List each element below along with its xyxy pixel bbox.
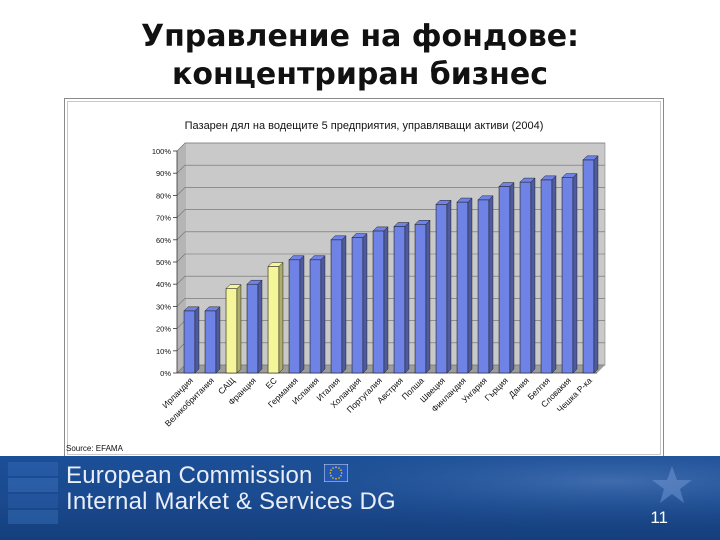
bar-top-13	[435, 200, 452, 205]
bar-side-10	[383, 226, 389, 374]
footer-decoration	[0, 456, 720, 540]
y-tick-label: 0%	[160, 369, 171, 378]
y-tick-label: 60%	[156, 236, 171, 245]
bar-top-5	[267, 262, 284, 267]
bar-side-17	[530, 177, 536, 374]
star-icon	[652, 466, 692, 503]
y-tick-label: 80%	[156, 191, 171, 200]
bar-side-20	[593, 155, 599, 374]
bar-side-19	[572, 173, 578, 374]
bar-7	[309, 259, 322, 374]
y-tick-label: 30%	[156, 302, 171, 311]
bar-side-14	[467, 197, 473, 374]
bar-4	[246, 283, 259, 374]
bar-18	[540, 179, 553, 374]
bar-side-7	[320, 255, 326, 374]
y-tick-label: 50%	[156, 258, 171, 267]
bar-16	[498, 186, 511, 374]
y-tick-label: 20%	[156, 325, 171, 334]
plot-floor	[177, 365, 605, 373]
bar-9	[351, 237, 364, 374]
footer-org-name: European Commission	[66, 462, 313, 489]
bar-side-4	[257, 279, 263, 374]
bar-top-17	[519, 177, 536, 183]
bar-top-14	[456, 197, 473, 203]
bar-10	[372, 230, 385, 374]
x-tick-label: ЕС	[263, 375, 278, 390]
bar-top-6	[288, 255, 305, 261]
y-tick-label: 40%	[156, 280, 171, 289]
bar-side-12	[425, 219, 431, 374]
gridline	[176, 164, 605, 174]
bar-side-2	[215, 306, 221, 374]
bar-11	[393, 226, 406, 374]
source-note: Source: EFAMA	[66, 444, 123, 453]
bar-2	[204, 310, 217, 374]
bar-15	[477, 199, 490, 374]
bar-20	[582, 159, 595, 374]
bar-side-8	[341, 235, 347, 374]
bar-side-1	[194, 306, 200, 374]
bar-side-15	[488, 195, 494, 374]
gridline	[176, 187, 605, 196]
slide-title: Управление на фондове: концентриран бизн…	[140, 19, 580, 92]
bar-top-18	[540, 175, 557, 181]
bar-side-11	[404, 221, 410, 374]
bar-19	[561, 177, 574, 374]
y-tick-label: 90%	[156, 169, 171, 178]
bar-top-8	[330, 235, 347, 241]
gridline	[176, 142, 605, 152]
y-tick-label: 10%	[156, 347, 171, 356]
footer-banner: European Commission Internal Market & Se…	[0, 456, 720, 540]
bar-side-16	[509, 181, 515, 374]
bar-chart: Пазарен дял на водещите 5 предприятия, у…	[152, 120, 606, 429]
bar-top-19	[561, 173, 578, 178]
bar-8	[330, 239, 343, 374]
bar-6	[288, 259, 301, 374]
bar-side-13	[446, 199, 452, 374]
bar-3	[225, 288, 238, 374]
bar-side-6	[299, 255, 305, 374]
bar-top-3	[225, 284, 242, 289]
y-tick-label: 100%	[152, 147, 172, 156]
bar-top-2	[204, 306, 221, 312]
bar-side-18	[551, 175, 557, 374]
bar-side-9	[362, 232, 368, 374]
eu-flag-icon	[324, 464, 348, 482]
bar-top-20	[582, 155, 599, 161]
bar-top-10	[372, 226, 389, 232]
chart-title: Пазарен дял на водещите 5 предприятия, у…	[185, 120, 544, 132]
bar-top-7	[309, 255, 326, 261]
x-tick-label: Гърция	[482, 375, 510, 403]
bar-top-11	[393, 222, 410, 227]
bar-5	[267, 266, 280, 374]
bar-side-3	[236, 284, 242, 374]
bar-1	[183, 310, 196, 374]
bar-17	[519, 181, 532, 374]
bar-top-9	[351, 233, 368, 238]
bar-side-5	[278, 261, 284, 374]
bar-top-12	[414, 220, 431, 225]
chart-container: Пазарен дял на водещите 5 предприятия, у…	[64, 98, 664, 458]
bar-top-16	[498, 182, 515, 187]
bar-top-1	[183, 306, 200, 312]
y-tick-label: 70%	[156, 214, 171, 223]
chart-inner-border	[67, 101, 661, 455]
bar-top-15	[477, 195, 494, 201]
bar-14	[456, 201, 469, 374]
bar-13	[435, 203, 448, 374]
footer-dg-name: Internal Market & Services DG	[66, 488, 396, 515]
bar-12	[414, 223, 427, 374]
bar-top-4	[246, 279, 263, 285]
page-number: 11	[650, 508, 668, 527]
